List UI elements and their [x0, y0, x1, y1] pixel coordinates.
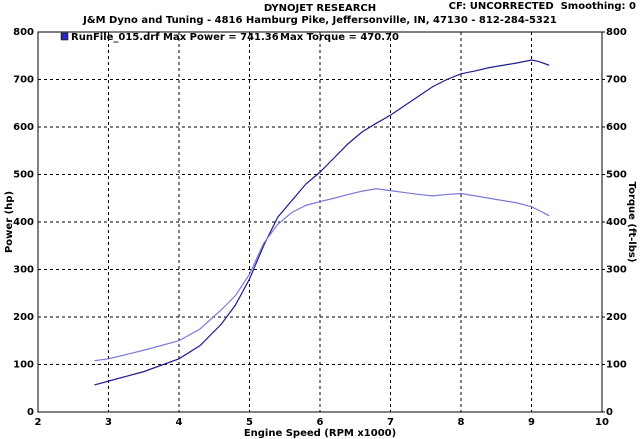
y-tick-label: 0 [27, 407, 34, 418]
x-tick-label: 4 [176, 417, 183, 428]
x-tick-label: 5 [246, 417, 253, 428]
y2-axis-label: Torque (ft-lbs) [626, 182, 637, 263]
x-axis-label: Engine Speed (RPM x1000) [244, 428, 396, 439]
y-tick-label: 800 [13, 27, 34, 38]
data-line [94, 59, 550, 386]
y-tick-label: 400 [13, 217, 34, 228]
chart-title: DYNOJET RESEARCH [264, 3, 376, 14]
y-tick-label: 500 [13, 170, 34, 181]
y2-tick-label: 100 [606, 360, 627, 371]
y-tick-label: 100 [13, 360, 34, 371]
y2-tick-label: 700 [606, 75, 627, 86]
legend-text: RunFile_015.drf Max Power = 741.36 [71, 32, 279, 43]
legend-swatch [60, 32, 69, 41]
y2-tick-label: 200 [606, 312, 627, 323]
y2-tick-label: 300 [606, 265, 627, 276]
y-tick-label: 600 [13, 122, 34, 133]
y2-tick-label: 600 [606, 122, 627, 133]
data-line [94, 188, 550, 362]
x-tick-label: 8 [458, 417, 465, 428]
y2-tick-label: 800 [606, 27, 627, 38]
y2-tick-label: 0 [606, 407, 613, 418]
x-tick-label: 9 [528, 417, 535, 428]
corner-note: CF: UNCORRECTED Smoothing: 0 [449, 1, 636, 12]
y-tick-label: 300 [13, 265, 34, 276]
y2-tick-label: 400 [606, 217, 627, 228]
chart-subtitle: J&M Dyno and Tuning - 4816 Hamburg Pike,… [82, 15, 557, 26]
y-axis-label: Power (hp) [4, 191, 15, 253]
x-tick-label: 7 [387, 417, 394, 428]
legend-text: Max Torque = 470.70 [280, 32, 399, 43]
y-tick-label: 700 [13, 75, 34, 86]
x-tick-label: 10 [595, 417, 609, 428]
plot-frame [37, 31, 603, 413]
x-tick-label: 6 [317, 417, 324, 428]
y-tick-label: 200 [13, 312, 34, 323]
x-tick-label: 2 [35, 417, 42, 428]
y2-tick-label: 500 [606, 170, 627, 181]
x-tick-label: 3 [105, 417, 112, 428]
